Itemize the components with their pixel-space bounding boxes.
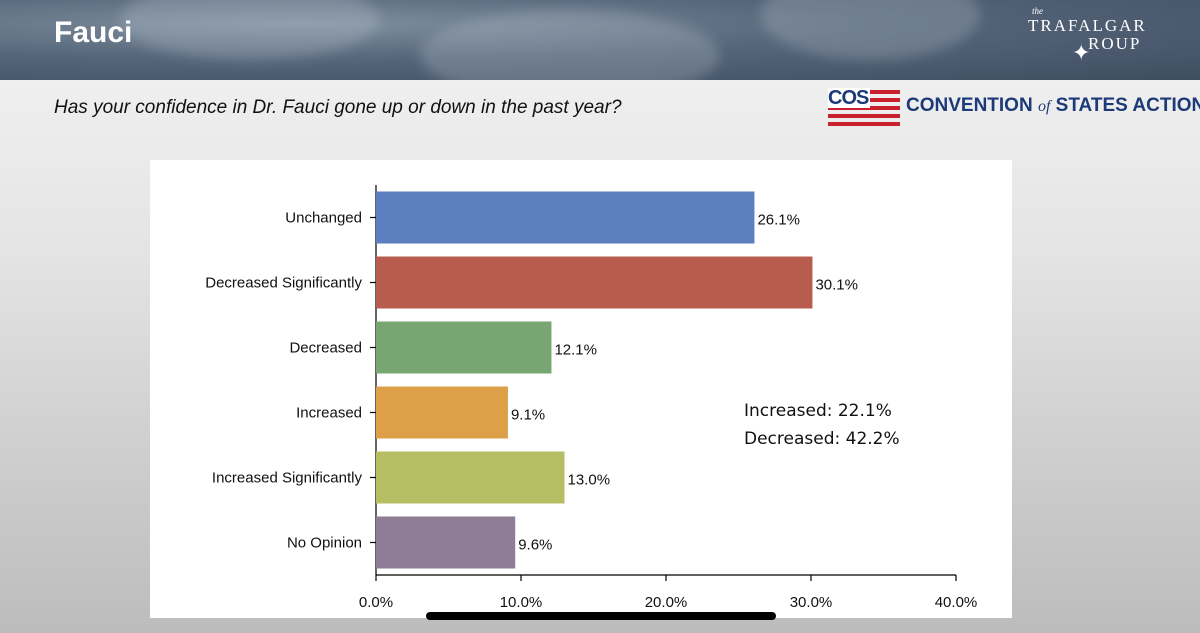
cos-name: CONVENTION of STATES ACTION bbox=[906, 95, 1200, 117]
compass-star-icon: ✦ bbox=[1072, 40, 1091, 65]
logo-line1: TRAFALGAR bbox=[1028, 16, 1147, 35]
annotation-decreased: Decreased: 42.2% bbox=[744, 429, 900, 449]
flag-icon: COS bbox=[828, 88, 900, 126]
x-tick-label: 20.0% bbox=[645, 594, 688, 611]
data-label: 9.6% bbox=[518, 537, 552, 554]
bar bbox=[376, 386, 508, 439]
x-tick-label: 10.0% bbox=[500, 594, 543, 611]
cos-abbrev: COS bbox=[828, 87, 871, 109]
cos-logo: COS CONVENTION of STATES ACTION bbox=[828, 88, 1200, 128]
y-tick-label: Unchanged bbox=[285, 210, 362, 227]
data-label: 13.0% bbox=[568, 472, 611, 489]
cos-name-of: of bbox=[1037, 98, 1051, 115]
slide-title: Fauci bbox=[54, 16, 133, 49]
y-tick-label: Increased bbox=[296, 405, 362, 422]
survey-question: Has your confidence in Dr. Fauci gone up… bbox=[54, 97, 622, 118]
x-tick-label: 40.0% bbox=[935, 594, 978, 611]
slide-header: Fauci the TRAFALGAR ✦ ROUP bbox=[0, 0, 1200, 80]
chart-panel: Unchanged 26.1% Decreased Significantly 30.… bbox=[150, 160, 1012, 618]
y-tick-label: No Opinion bbox=[287, 535, 362, 552]
trafalgar-group-logo: the TRAFALGAR ✦ ROUP bbox=[1028, 4, 1148, 72]
totals-annotation: Increased: 22.1% Decreased: 42.2% bbox=[744, 397, 900, 453]
data-label: 26.1% bbox=[757, 212, 800, 229]
bar bbox=[376, 191, 755, 244]
bar bbox=[376, 451, 565, 504]
data-label: 30.1% bbox=[815, 277, 858, 294]
cos-name-a: CONVENTION bbox=[906, 95, 1038, 116]
logo-the: the bbox=[1032, 6, 1043, 16]
cos-name-b: STATES ACTION bbox=[1050, 95, 1200, 116]
bar bbox=[376, 516, 516, 569]
y-tick-label: Increased Significantly bbox=[212, 470, 363, 487]
x-tick-label: 0.0% bbox=[359, 594, 393, 611]
data-label: 9.1% bbox=[511, 407, 545, 424]
y-tick-label: Decreased Significantly bbox=[205, 275, 362, 292]
annotation-increased: Increased: 22.1% bbox=[744, 401, 892, 421]
x-tick-label: 30.0% bbox=[790, 594, 833, 611]
bar-chart: Unchanged 26.1% Decreased Significantly 30.… bbox=[205, 185, 978, 611]
home-indicator[interactable] bbox=[426, 612, 776, 620]
logo-line2: ROUP bbox=[1088, 34, 1142, 53]
y-tick-label: Decreased bbox=[289, 340, 362, 357]
bar bbox=[376, 256, 813, 309]
bar bbox=[376, 321, 552, 374]
data-label: 12.1% bbox=[554, 342, 597, 359]
